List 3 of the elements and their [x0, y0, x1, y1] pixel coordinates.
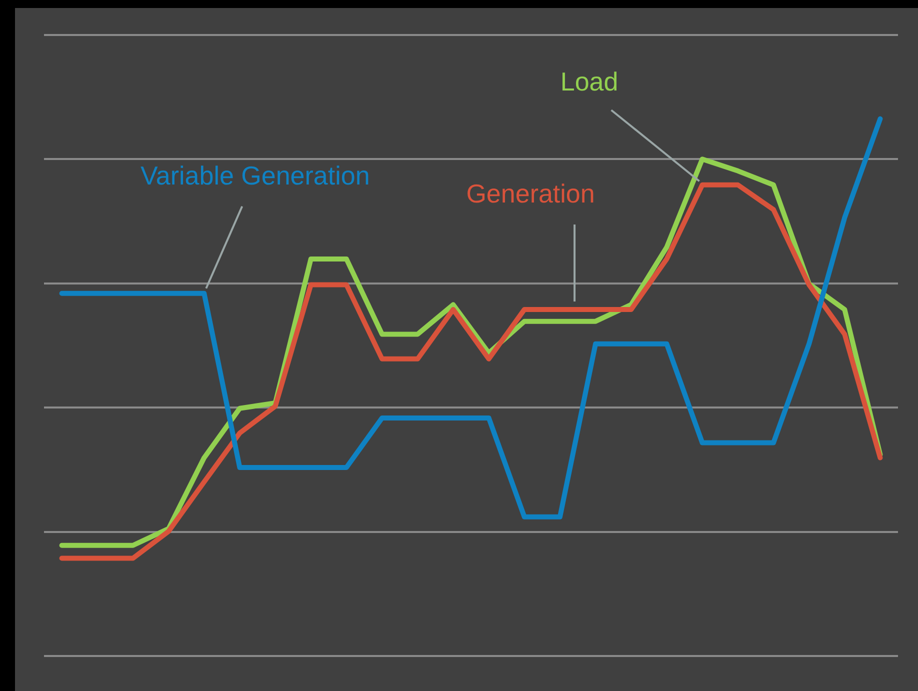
text: Generation — [466, 178, 595, 209]
text: Load — [560, 66, 618, 96]
text: Variable Generation — [140, 160, 370, 191]
